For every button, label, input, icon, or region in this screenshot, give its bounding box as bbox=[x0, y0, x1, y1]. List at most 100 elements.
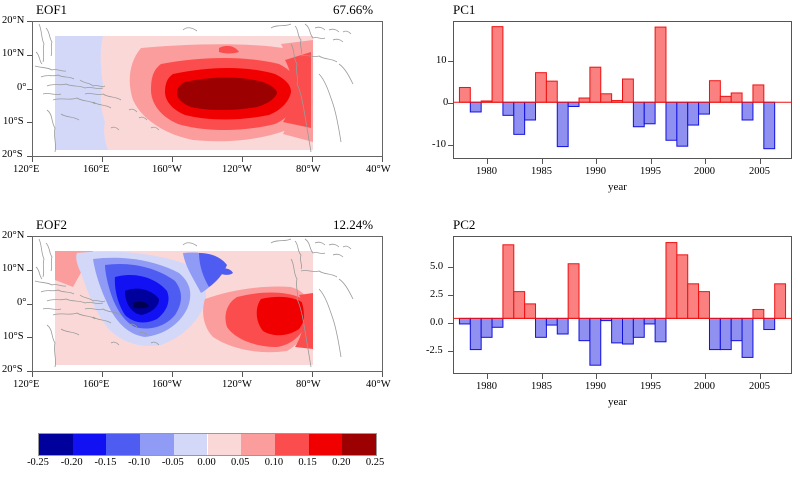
pc2-ytick-neg2p5: -2.5 bbox=[426, 345, 443, 356]
eof2-ytick-mark-3 bbox=[27, 337, 32, 338]
colorbar-tick-label: -0.25 bbox=[27, 457, 49, 468]
pc1-ytick-mark-0 bbox=[448, 61, 453, 62]
bar bbox=[676, 254, 689, 319]
colorbar-tick-label: 0.10 bbox=[264, 457, 284, 468]
pc1-xtick-1995: 1995 bbox=[640, 166, 661, 177]
colorbar-tick-label: 0.05 bbox=[231, 457, 250, 468]
pc1-ytick-mark-1 bbox=[448, 103, 453, 104]
bar bbox=[589, 317, 602, 366]
eof2-ytick-20S: 20°S bbox=[2, 364, 23, 375]
pc1-xtick-mark-2 bbox=[596, 159, 597, 164]
bar bbox=[719, 317, 732, 351]
bar bbox=[491, 317, 504, 328]
eof1-xtick-mark-5 bbox=[382, 157, 383, 162]
bar bbox=[502, 244, 515, 319]
colorbar-swatch bbox=[39, 434, 73, 455]
pc2-xtick-1990: 1990 bbox=[585, 381, 606, 392]
eof2-ytick-10N: 10°N bbox=[2, 263, 25, 274]
pc2-ytick-2p5: 2.5 bbox=[430, 289, 444, 300]
colorbar-swatch bbox=[241, 434, 275, 455]
pc1-bars-svg bbox=[454, 26, 791, 150]
panel-eof1: EOF1 67.66% bbox=[0, 0, 400, 200]
bar bbox=[752, 84, 765, 103]
bar bbox=[687, 283, 700, 319]
colorbar-swatch bbox=[106, 434, 141, 455]
bar bbox=[708, 317, 721, 351]
eof1-ytick-10S: 10°S bbox=[3, 116, 24, 127]
bar bbox=[741, 101, 754, 121]
bar bbox=[469, 317, 482, 351]
bar bbox=[578, 97, 591, 103]
eof1-xtick-mark-2 bbox=[172, 157, 173, 162]
eof2-map-frame bbox=[32, 236, 383, 372]
bar bbox=[687, 101, 700, 126]
bar bbox=[763, 317, 776, 331]
bar bbox=[535, 72, 547, 103]
pc1-xtick-mark-3 bbox=[651, 159, 652, 164]
colorbar-swatch bbox=[72, 434, 107, 455]
bar bbox=[578, 317, 591, 342]
pc1-ytick-neg10: -10 bbox=[432, 139, 446, 150]
eof2-ytick-mark-4 bbox=[27, 371, 32, 372]
bar bbox=[567, 263, 580, 319]
bar bbox=[469, 101, 482, 113]
bar bbox=[600, 93, 613, 103]
pc2-xtick-mark-0 bbox=[487, 374, 488, 379]
eof1-xtick-120E: 120°E bbox=[13, 164, 40, 175]
pc2-bars-svg bbox=[454, 242, 791, 366]
eof2-xtick-mark-0 bbox=[32, 372, 33, 377]
pc2-ytick-5: 5.0 bbox=[430, 261, 444, 272]
eof2-xtick-mark-1 bbox=[102, 372, 103, 377]
pc1-xtick-1980: 1980 bbox=[476, 166, 497, 177]
eof1-ytick-mark-0 bbox=[27, 21, 32, 22]
bar bbox=[545, 80, 558, 103]
eof2-ytick-mark-0 bbox=[27, 236, 32, 237]
colorbar: -0.25 -0.20 -0.15 -0.10 -0.05 0.00 0.05 0.10 0.1… bbox=[0, 425, 400, 477]
eof2-ytick-mark-2 bbox=[27, 304, 32, 305]
colorbar-swatches bbox=[38, 433, 377, 456]
colorbar-swatch bbox=[173, 434, 208, 455]
pc1-ytick-mark-2 bbox=[448, 145, 453, 146]
eof1-ytick-20N: 20°N bbox=[2, 15, 25, 26]
bar bbox=[480, 317, 493, 338]
eof2-xtick-120E: 120°E bbox=[13, 379, 40, 390]
colorbar-tick-label: 0.25 bbox=[365, 457, 385, 468]
eof2-variance: 12.24% bbox=[333, 217, 374, 232]
colorbar-swatch bbox=[207, 434, 242, 455]
eof2-ytick-0: 0° bbox=[17, 297, 27, 308]
colorbar-swatch bbox=[308, 434, 343, 455]
pc2-xtick-mark-5 bbox=[760, 374, 761, 379]
colorbar-tick-label: 0.20 bbox=[332, 457, 351, 468]
pc1-xtick-1990: 1990 bbox=[585, 166, 606, 177]
bar bbox=[545, 317, 558, 326]
bar bbox=[524, 101, 537, 121]
eof2-xtick-mark-5 bbox=[382, 372, 383, 377]
pc2-xtick-2005: 2005 bbox=[749, 381, 770, 392]
pc2-xtick-1995: 1995 bbox=[640, 381, 661, 392]
bar bbox=[458, 86, 471, 103]
eof2-xtick-160E: 160°E bbox=[83, 379, 110, 390]
pc1-xtick-2005: 2005 bbox=[749, 166, 770, 177]
pc1-ytick-10: 10 bbox=[436, 55, 447, 66]
eof1-map-frame bbox=[32, 21, 383, 157]
eof2-xtick-mark-4 bbox=[312, 372, 313, 377]
pc2-title: PC2 bbox=[453, 217, 476, 232]
bar bbox=[763, 101, 776, 150]
pc1-xtick-2000: 2000 bbox=[694, 166, 715, 177]
colorbar-tick-label: 0.15 bbox=[298, 457, 317, 468]
colorbar-tick-label: -0.15 bbox=[94, 457, 117, 468]
bar bbox=[654, 26, 667, 103]
bar bbox=[556, 101, 569, 148]
eof2-xtick-160W: 160°W bbox=[152, 379, 182, 390]
bar bbox=[676, 101, 689, 147]
pc2-xtick-mark-2 bbox=[596, 374, 597, 379]
pc2-ytick-mark-3 bbox=[448, 351, 453, 352]
bar bbox=[622, 78, 634, 103]
pc2-ytick-mark-2 bbox=[448, 323, 453, 324]
eof1-xtick-80W: 80°W bbox=[296, 164, 321, 175]
eof2-xtick-mark-2 bbox=[172, 372, 173, 377]
eof1-xtick-160W: 160°W bbox=[152, 164, 182, 175]
pc1-xtick-mark-4 bbox=[705, 159, 706, 164]
bar bbox=[491, 26, 504, 103]
bar bbox=[611, 317, 624, 344]
